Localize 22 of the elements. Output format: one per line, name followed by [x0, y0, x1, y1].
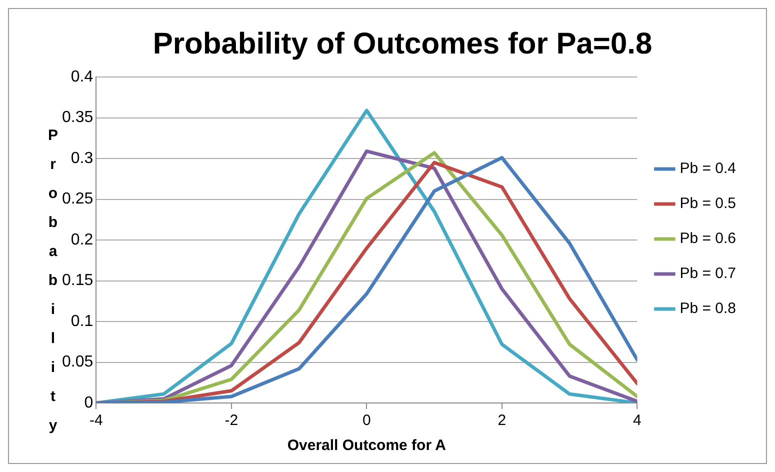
y-tick-label: 0.05 [62, 354, 94, 371]
y-tick-label: 0 [84, 394, 94, 412]
text: Probability [48, 127, 58, 434]
y-tick-label: 0.15 [62, 272, 94, 290]
x-tick-label: 2 [498, 412, 506, 430]
y-tick-label: 0.3 [70, 150, 94, 167]
y-tick-label: 0.2 [70, 231, 94, 248]
legend-label: Pb = 0.8 [680, 300, 736, 318]
legend-label: Pb = 0.6 [680, 230, 736, 248]
y-tick-label: 0.25 [62, 190, 94, 208]
x-tick-label: 4 [633, 412, 642, 430]
x-tick-label: 0 [362, 412, 371, 430]
legend-label: Pb = 0.5 [680, 195, 736, 212]
chart-title: Probability of Outcomes for Pa=0.8 [152, 27, 652, 60]
x-tick-label: -2 [224, 412, 238, 430]
legend-label: Pb = 0.7 [680, 265, 736, 282]
y-tick-label: 0.4 [70, 68, 94, 86]
y-tick-label: 0.35 [62, 109, 94, 126]
x-tick-label: -4 [89, 412, 103, 430]
x-axis-title: Overall Outcome for A [287, 437, 446, 454]
y-tick-label: 0.1 [70, 312, 94, 330]
legend-label: Pb = 0.4 [680, 160, 736, 178]
